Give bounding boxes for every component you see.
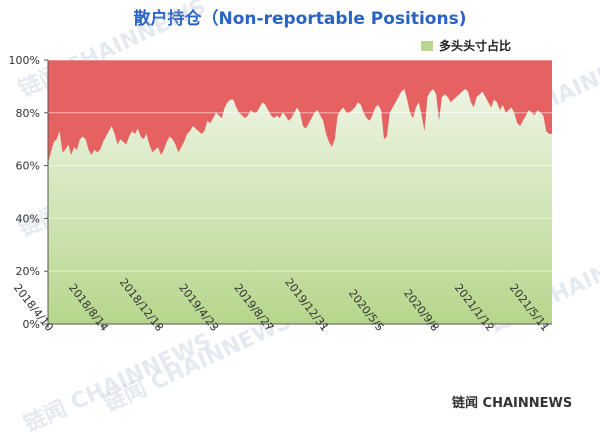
y-tick-label: 60%	[16, 160, 40, 173]
legend-label: 多头头寸占比	[439, 39, 512, 53]
y-tick-label: 40%	[16, 212, 40, 225]
chart-title: 散户持仓（Non-reportable Positions)	[133, 9, 467, 29]
y-tick-label: 0%	[23, 318, 40, 331]
legend: 多头头寸占比	[421, 37, 511, 54]
y-tick-label: 80%	[16, 107, 40, 120]
brand-logo: 链闻 CHAINNEWS	[452, 396, 573, 411]
legend-swatch	[421, 40, 433, 51]
y-tick-label: 20%	[16, 265, 40, 278]
series-area	[48, 89, 552, 324]
area-chart: 0%20%40%60%80%100%2018/4/10 2018/8/14 2018…	[9, 54, 552, 334]
y-tick-label: 100%	[9, 54, 40, 67]
